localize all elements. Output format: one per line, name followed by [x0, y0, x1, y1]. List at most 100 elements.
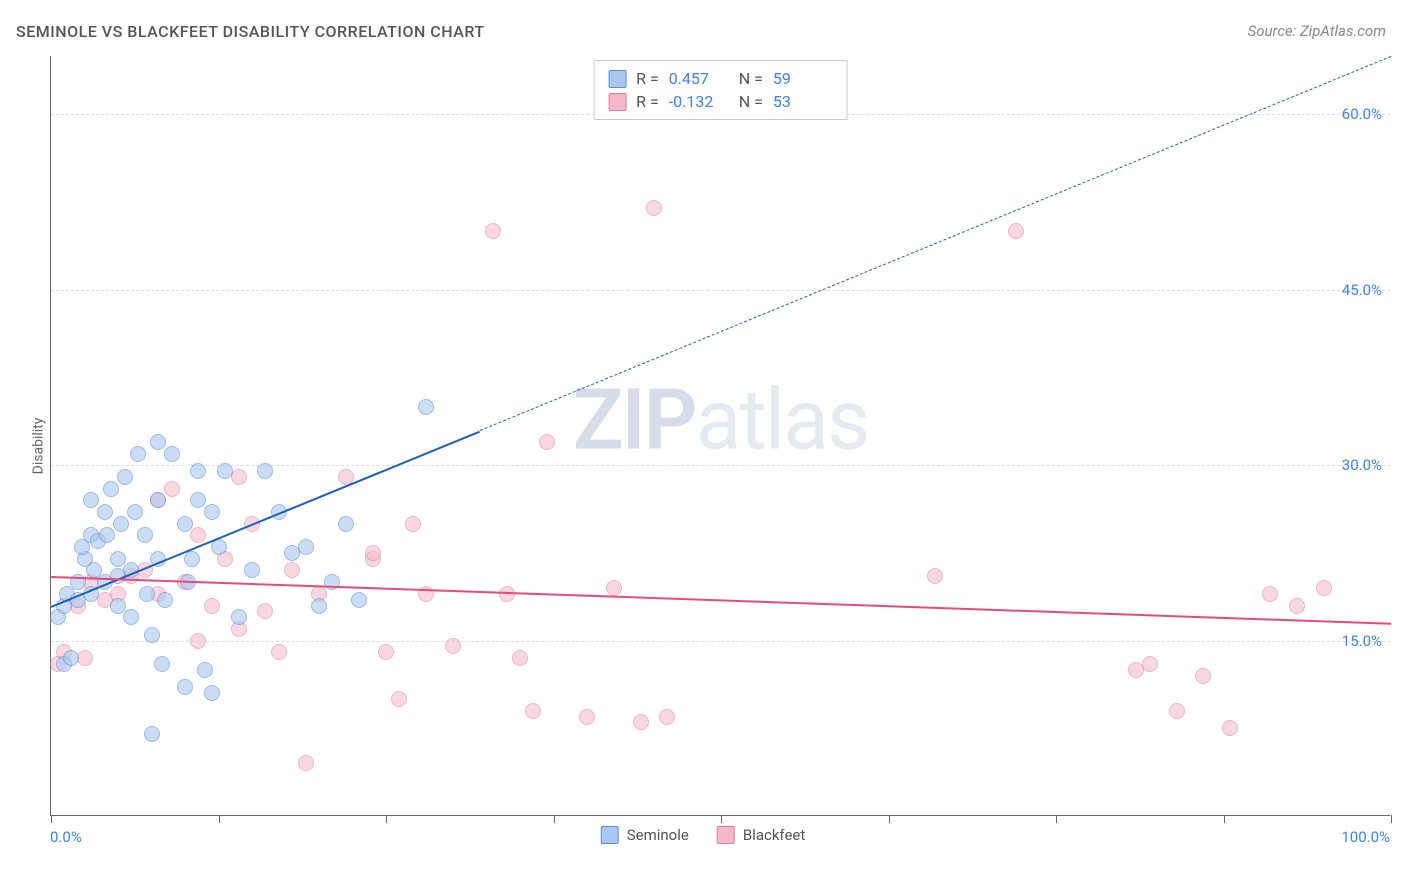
- gridline: [51, 641, 1390, 642]
- data-point: [539, 434, 555, 450]
- data-point: [271, 644, 287, 660]
- data-point: [284, 562, 300, 578]
- x-tick: [1224, 815, 1225, 823]
- n-value: 59: [773, 69, 833, 88]
- y-tick-label: 60.0%: [1342, 105, 1382, 123]
- data-point: [190, 527, 206, 543]
- data-point: [150, 492, 166, 508]
- data-point: [164, 481, 180, 497]
- data-point: [405, 516, 421, 532]
- watermark: ZIPatlas: [573, 371, 869, 470]
- n-label: N =: [739, 69, 763, 88]
- data-point: [123, 609, 139, 625]
- legend: Seminole Blackfeet: [601, 826, 806, 844]
- stats-swatch: [608, 93, 626, 111]
- x-tick: [51, 815, 52, 823]
- data-point: [378, 644, 394, 660]
- data-point: [113, 516, 129, 532]
- stats-row: R = -0.132 N = 53: [608, 90, 833, 113]
- chart-title: SEMINOLE VS BLACKFEET DISABILITY CORRELA…: [16, 22, 485, 41]
- data-point: [197, 662, 213, 678]
- data-point: [365, 545, 381, 561]
- data-point: [606, 580, 622, 596]
- data-point: [177, 679, 193, 695]
- x-max-label: 100.0%: [1341, 828, 1390, 846]
- source-label: Source: ZipAtlas.com: [1248, 22, 1386, 40]
- data-point: [99, 527, 115, 543]
- data-point: [1195, 668, 1211, 684]
- data-point: [485, 223, 501, 239]
- data-point: [338, 516, 354, 532]
- data-point: [311, 598, 327, 614]
- legend-item: Seminole: [601, 826, 689, 844]
- stats-box: R = 0.457 N = 59 R = -0.132 N = 53: [593, 60, 848, 120]
- n-label: N =: [739, 92, 763, 111]
- data-point: [204, 685, 220, 701]
- data-point: [646, 200, 662, 216]
- data-point: [512, 650, 528, 666]
- data-point: [231, 609, 247, 625]
- data-point: [110, 598, 126, 614]
- data-point: [633, 714, 649, 730]
- data-point: [204, 598, 220, 614]
- data-point: [190, 633, 206, 649]
- data-point: [445, 638, 461, 654]
- data-point: [110, 551, 126, 567]
- legend-item: Blackfeet: [717, 826, 805, 844]
- data-point: [1169, 703, 1185, 719]
- y-tick-label: 30.0%: [1342, 456, 1382, 474]
- x-tick: [1056, 815, 1057, 823]
- legend-swatch: [601, 826, 619, 844]
- data-point: [351, 592, 367, 608]
- stats-swatch: [608, 70, 626, 88]
- data-point: [164, 446, 180, 462]
- y-tick-label: 45.0%: [1342, 281, 1382, 299]
- data-point: [525, 703, 541, 719]
- x-tick: [386, 815, 387, 823]
- x-tick: [721, 815, 722, 823]
- y-axis-label: Disability: [30, 418, 46, 475]
- data-point: [137, 527, 153, 543]
- r-value: 0.457: [669, 69, 729, 88]
- data-point: [579, 709, 595, 725]
- legend-swatch: [717, 826, 735, 844]
- data-point: [1289, 598, 1305, 614]
- r-value: -0.132: [669, 92, 729, 111]
- stats-row: R = 0.457 N = 59: [608, 67, 833, 90]
- y-tick-label: 15.0%: [1342, 632, 1382, 650]
- data-point: [177, 516, 193, 532]
- data-point: [63, 650, 79, 666]
- data-point: [659, 709, 675, 725]
- data-point: [418, 399, 434, 415]
- data-point: [1222, 720, 1238, 736]
- data-point: [144, 726, 160, 742]
- x-min-label: 0.0%: [50, 828, 82, 846]
- r-label: R =: [636, 92, 659, 111]
- r-label: R =: [636, 69, 659, 88]
- data-point: [150, 434, 166, 450]
- data-point: [117, 469, 133, 485]
- plot-area: ZIPatlas R = 0.457 N = 59 R = -0.132 N = 53 15.…: [50, 56, 1390, 816]
- data-point: [184, 551, 200, 567]
- data-point: [144, 627, 160, 643]
- n-value: 53: [773, 92, 833, 111]
- data-point: [217, 463, 233, 479]
- x-tick: [554, 815, 555, 823]
- data-point: [97, 504, 113, 520]
- legend-label: Seminole: [627, 826, 689, 844]
- data-point: [1262, 586, 1278, 602]
- data-point: [298, 539, 314, 555]
- trend-line: [51, 576, 1391, 625]
- data-point: [1142, 656, 1158, 672]
- x-tick: [1391, 815, 1392, 823]
- gridline: [51, 290, 1390, 291]
- data-point: [204, 504, 220, 520]
- data-point: [130, 446, 146, 462]
- gridline: [51, 465, 1390, 466]
- data-point: [127, 504, 143, 520]
- x-tick: [889, 815, 890, 823]
- data-point: [1008, 223, 1024, 239]
- data-point: [83, 492, 99, 508]
- legend-label: Blackfeet: [743, 826, 805, 844]
- data-point: [298, 755, 314, 771]
